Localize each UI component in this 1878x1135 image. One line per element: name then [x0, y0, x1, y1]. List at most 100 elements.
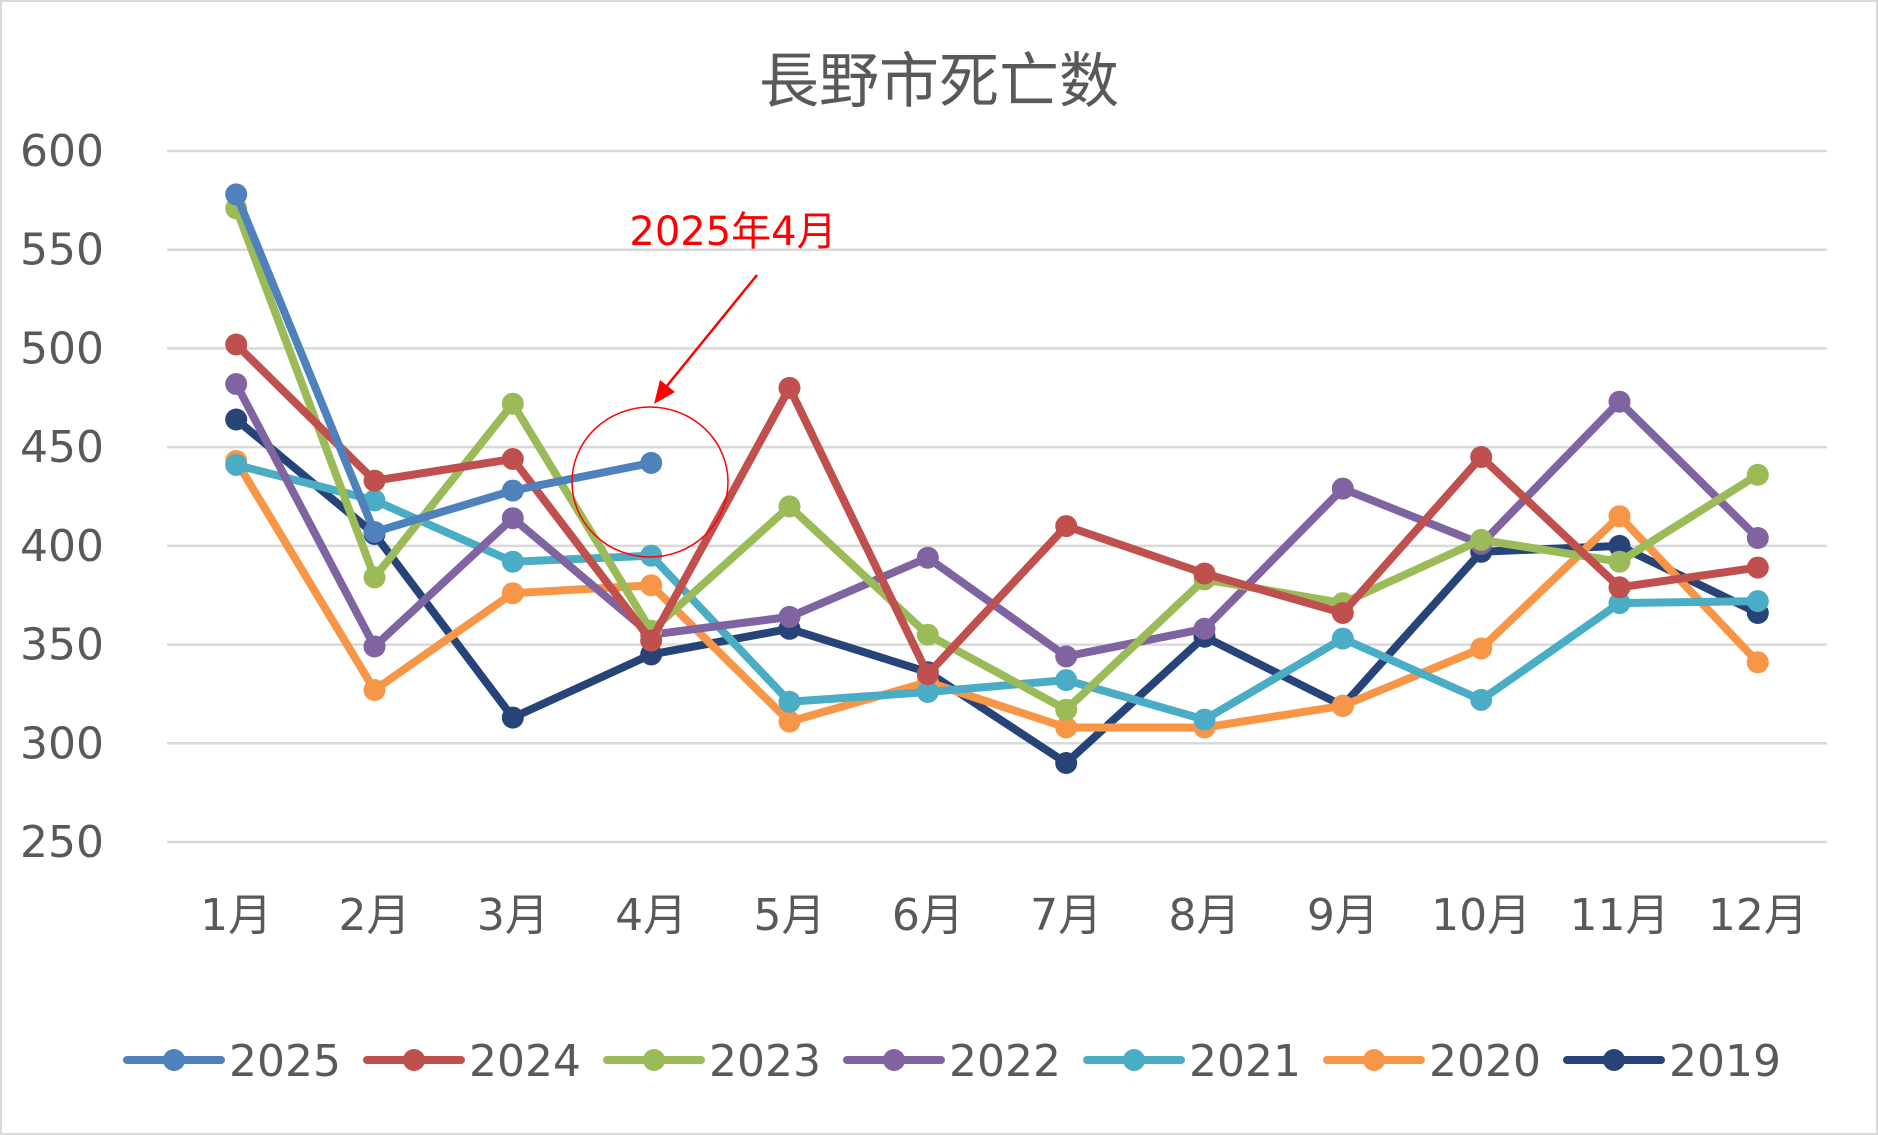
x-tick-label-4: 4月	[615, 890, 687, 941]
data-point-2019-11	[1608, 534, 1631, 557]
gridlines	[167, 149, 1827, 844]
annotation: 2025年4月	[571, 209, 837, 558]
legend-label-2023: 2023	[709, 1036, 821, 1087]
series-line-2019	[232, 415, 1762, 767]
series-2021	[225, 453, 1769, 731]
data-point-2025-2	[363, 521, 386, 543]
data-point-2023-10	[1470, 528, 1493, 551]
annotation-circle	[571, 406, 729, 558]
series-line-2025	[232, 190, 656, 536]
x-tick-label-7: 7月	[1030, 890, 1102, 941]
data-point-2021-2	[363, 489, 386, 512]
data-point-2022-5	[778, 605, 801, 628]
data-point-2024-5	[778, 376, 801, 399]
data-point-2019-3	[501, 706, 524, 729]
data-point-2024-1	[225, 333, 248, 356]
data-point-2023-5	[778, 495, 801, 518]
legend-item-2020: 2020	[1323, 1036, 1541, 1087]
data-point-2020-4	[640, 574, 663, 597]
y-tick-label-300: 300	[20, 718, 104, 769]
data-point-2022-2	[363, 635, 386, 658]
data-point-2019-1	[225, 408, 248, 431]
series-2022	[225, 373, 1769, 668]
x-axis-ticks: 1月 2月 3月 4月 5月 6月 7月 8月 9月 10月 11月 12月	[200, 890, 1808, 941]
x-tick-label-2: 2月	[339, 890, 411, 941]
data-point-2024-11	[1608, 576, 1631, 599]
data-point-2020-10	[1470, 637, 1493, 660]
data-point-2020-3	[501, 582, 524, 605]
legend-marker-2024	[403, 1049, 425, 1071]
data-point-2025-4	[640, 451, 663, 474]
legend-marker-2021	[1123, 1049, 1145, 1071]
legend-item-2021: 2021	[1083, 1036, 1301, 1087]
annotation-label: 2025年4月	[629, 209, 836, 255]
x-tick-label-10: 10月	[1431, 890, 1531, 941]
data-point-2024-9	[1331, 602, 1354, 624]
data-point-2024-10	[1470, 446, 1493, 468]
x-tick-label-6: 6月	[892, 890, 964, 941]
legend-marker-2020	[1363, 1049, 1385, 1071]
legend-label-2025: 2025	[229, 1036, 341, 1087]
data-point-2024-8	[1193, 562, 1216, 585]
data-point-2025-1	[225, 183, 248, 206]
series-lines	[225, 183, 1769, 774]
legend-marker-2019	[1603, 1049, 1625, 1071]
x-tick-label-1: 1月	[200, 890, 272, 941]
legend-marker-2022	[883, 1049, 905, 1071]
data-point-2023-11	[1608, 550, 1631, 573]
data-point-2022-1	[225, 373, 248, 395]
data-point-2022-8	[1193, 617, 1216, 640]
y-tick-label-500: 500	[20, 323, 104, 374]
y-tick-label-250: 250	[20, 817, 104, 868]
data-point-2021-6	[916, 681, 939, 703]
legend-item-2023: 2023	[603, 1036, 821, 1087]
annotation-arrow	[665, 274, 758, 388]
data-point-2021-12	[1746, 590, 1769, 613]
y-tick-label-550: 550	[20, 225, 104, 276]
data-point-2022-11	[1608, 390, 1631, 413]
legend-item-2024: 2024	[363, 1036, 581, 1087]
data-point-2023-2	[363, 566, 386, 589]
data-point-2020-9	[1331, 694, 1354, 717]
data-point-2019-7	[1055, 752, 1078, 774]
legend-marker-2023	[643, 1049, 665, 1071]
legend-label-2019: 2019	[1669, 1036, 1781, 1087]
series-line-2024	[232, 340, 1762, 679]
series-2024	[225, 333, 1769, 686]
data-point-2021-1	[225, 453, 248, 476]
data-point-2021-10	[1470, 688, 1493, 711]
data-point-2022-12	[1746, 527, 1769, 549]
data-point-2020-11	[1608, 505, 1631, 528]
data-point-2023-6	[916, 623, 939, 646]
data-point-2022-6	[916, 546, 939, 569]
legend-label-2020: 2020	[1429, 1036, 1541, 1087]
legend-label-2021: 2021	[1189, 1036, 1301, 1087]
x-tick-label-12: 12月	[1708, 890, 1808, 941]
data-point-2024-6	[916, 663, 939, 686]
data-point-2022-9	[1331, 477, 1354, 500]
legend-marker-2025	[163, 1049, 185, 1071]
data-point-2020-2	[363, 679, 386, 701]
x-tick-label-3: 3月	[477, 890, 549, 941]
data-point-2023-3	[501, 392, 524, 415]
series-line-2021	[232, 460, 1762, 724]
data-point-2021-9	[1331, 627, 1354, 650]
data-point-2021-7	[1055, 669, 1078, 692]
legend-item-2022: 2022	[843, 1036, 1061, 1087]
data-point-2024-3	[501, 448, 524, 470]
annotation-arrowhead	[654, 380, 675, 404]
data-point-2021-11	[1608, 592, 1631, 615]
data-point-2024-2	[363, 469, 386, 492]
data-point-2023-7	[1055, 698, 1078, 721]
data-point-2024-7	[1055, 515, 1078, 538]
data-point-2021-3	[501, 550, 524, 573]
y-axis-ticks: 250 300 350 400 450 500 550 600	[20, 126, 104, 868]
data-point-2020-12	[1746, 651, 1769, 674]
data-point-2024-12	[1746, 556, 1769, 579]
legend-label-2022: 2022	[949, 1036, 1061, 1087]
data-point-2020-5	[778, 710, 801, 733]
data-point-2023-12	[1746, 463, 1769, 486]
series-2020	[225, 450, 1769, 739]
